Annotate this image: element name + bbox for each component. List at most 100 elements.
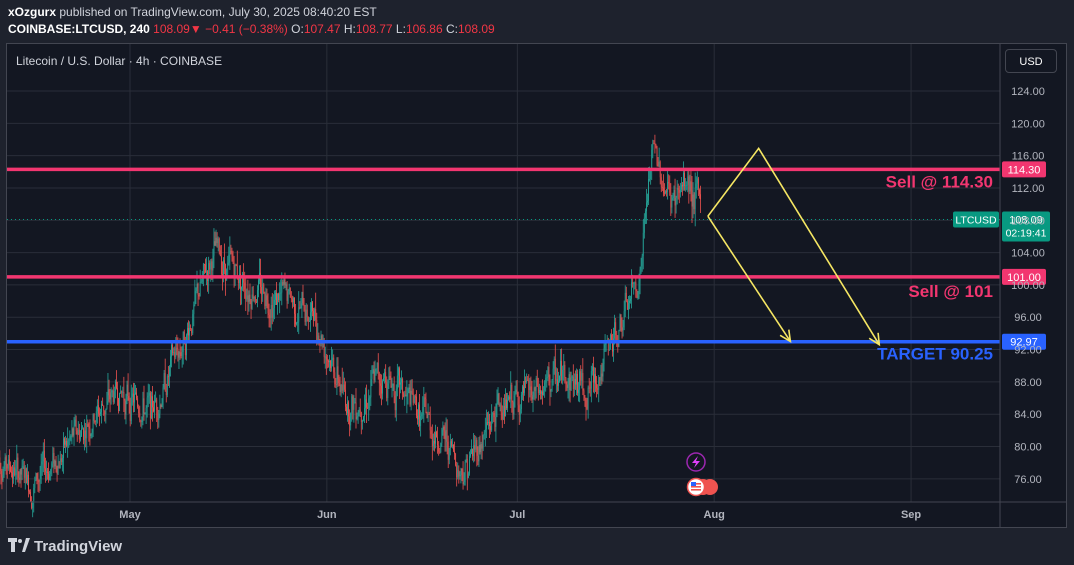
candle-body — [48, 471, 49, 481]
candle-body — [377, 362, 379, 374]
level-price-badge — [1002, 161, 1046, 178]
candle-body — [98, 405, 99, 414]
candle-body — [12, 472, 13, 479]
candle-body — [431, 434, 433, 447]
candle-body — [213, 241, 215, 256]
candle-body — [675, 197, 677, 206]
candle-body — [144, 412, 146, 414]
candle-body — [250, 301, 252, 309]
candle-body — [617, 342, 619, 348]
candle-body — [581, 373, 583, 381]
candle-body — [646, 202, 647, 212]
candle-body — [528, 380, 530, 391]
candle-body — [67, 440, 69, 446]
chart-pane[interactable] — [6, 43, 1067, 528]
candle-body — [73, 425, 75, 436]
candle-body — [149, 392, 151, 419]
lightning-icon[interactable] — [686, 452, 706, 472]
candle-body — [52, 452, 54, 464]
candle-body — [335, 384, 337, 386]
candle-body — [527, 379, 529, 381]
candle-body — [257, 290, 258, 303]
candle-body — [303, 304, 305, 312]
candle-body — [17, 457, 19, 478]
candle-body — [487, 422, 488, 424]
candle-body — [598, 377, 600, 390]
candle-body — [566, 384, 568, 388]
candle-body — [275, 292, 276, 300]
candle-body — [196, 283, 198, 289]
candle-body — [82, 428, 83, 430]
candle-body — [241, 286, 242, 290]
candle-body — [529, 386, 531, 391]
candle-body — [560, 360, 561, 376]
publisher-name[interactable]: xOzgurx — [8, 5, 57, 19]
candle-body — [32, 501, 34, 508]
candle-body — [125, 401, 127, 415]
candle-body — [570, 377, 572, 391]
candle-body — [299, 307, 301, 309]
candle-body — [556, 379, 558, 386]
candle-body — [81, 428, 82, 436]
candle-body — [10, 465, 11, 472]
publish-info: published on TradingView.com, July 30, 2… — [59, 5, 377, 19]
candle-body — [683, 172, 684, 187]
candle-body — [301, 291, 303, 304]
candle-body — [285, 284, 287, 286]
currency-button[interactable]: USD — [1005, 49, 1057, 73]
candle-body — [649, 179, 651, 181]
event-icons — [686, 452, 719, 497]
level-label: TARGET 90.25 — [877, 345, 993, 364]
level-price-badge — [1002, 268, 1046, 285]
candle-body — [13, 467, 15, 479]
x-tick-label: Sep — [901, 509, 921, 521]
candle-body — [688, 176, 690, 192]
candle-body — [452, 445, 453, 447]
level-price-text: 101.00 — [1007, 272, 1041, 284]
candle-body — [142, 398, 144, 418]
candle-body — [657, 164, 659, 166]
candle-body — [391, 385, 393, 388]
candle-body — [426, 413, 428, 419]
candle-body — [193, 304, 195, 315]
us-flag-icon[interactable] — [686, 477, 719, 497]
candle-body — [197, 283, 199, 295]
candle-body — [331, 360, 333, 369]
candle-body — [589, 387, 591, 389]
candle-body — [212, 255, 214, 271]
footer-brand[interactable]: TradingView — [8, 538, 122, 555]
candle-body — [611, 334, 612, 342]
candle-body — [402, 378, 404, 394]
candle-body — [217, 238, 219, 244]
close-value: 108.09 — [457, 22, 495, 36]
candle-body — [507, 399, 508, 409]
candle-body — [483, 432, 485, 436]
candle-body — [667, 181, 669, 192]
candle-body — [596, 383, 598, 389]
candle-body — [534, 387, 536, 391]
candle-body — [231, 252, 233, 257]
candle-body — [298, 307, 300, 322]
candle-body — [101, 403, 102, 413]
candle-body — [379, 383, 381, 386]
candle-body — [83, 428, 84, 441]
candle-body — [397, 368, 399, 376]
candle-body — [22, 466, 24, 468]
candle-body — [492, 412, 494, 415]
candle-body — [442, 426, 444, 430]
candle-body — [266, 295, 268, 301]
candle-body — [642, 232, 644, 256]
candle-body — [65, 440, 66, 445]
candle-body — [102, 403, 104, 406]
candle-body — [99, 413, 100, 415]
projection-arrows — [707, 146, 881, 347]
candle-body — [616, 335, 618, 343]
candle-body — [28, 474, 29, 492]
candle-body — [508, 396, 510, 400]
candle-body — [155, 399, 157, 402]
candle-body — [366, 399, 367, 408]
candle-body — [543, 390, 545, 396]
candle-body — [162, 387, 164, 405]
candle-body — [623, 311, 625, 328]
